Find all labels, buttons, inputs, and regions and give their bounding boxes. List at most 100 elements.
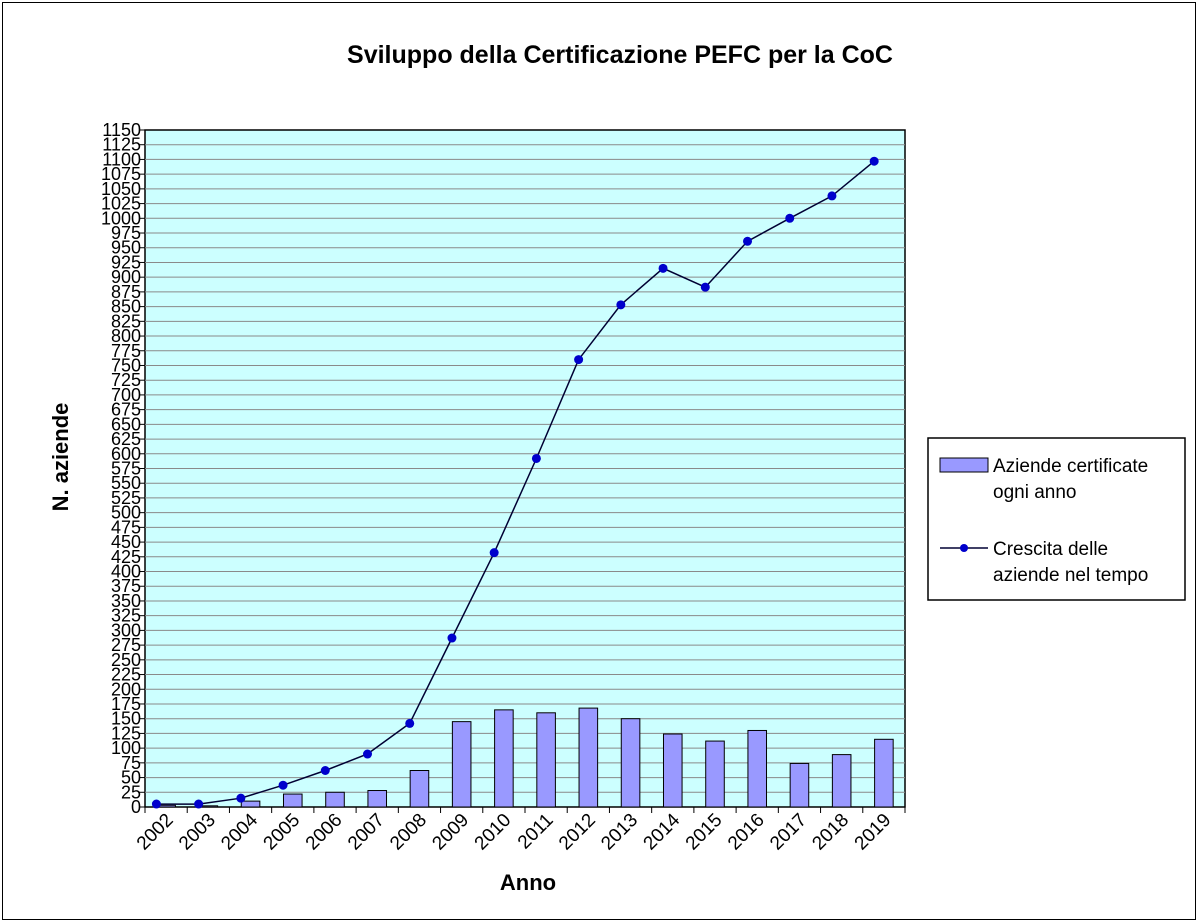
line-point xyxy=(785,213,795,223)
y-tick-label: 300 xyxy=(111,620,141,640)
y-axis-title: N. aziende xyxy=(48,403,73,512)
line-point xyxy=(616,300,626,310)
bar xyxy=(620,718,641,808)
line-point xyxy=(447,633,457,643)
y-tick-label: 650 xyxy=(111,414,141,434)
bar xyxy=(240,800,261,808)
y-tick-label: 325 xyxy=(111,606,141,626)
y-tick-label: 575 xyxy=(111,459,141,479)
y-tick-label: 100 xyxy=(111,738,141,758)
bar xyxy=(494,709,514,808)
y-tick-label: 275 xyxy=(111,635,141,655)
y-tick-label: 675 xyxy=(111,400,141,420)
bar xyxy=(536,712,556,808)
y-tick-label: 350 xyxy=(111,591,141,611)
x-tick-label: 2015 xyxy=(682,810,727,855)
y-tick-label: 50 xyxy=(121,768,141,788)
x-tick-label: 2013 xyxy=(597,810,642,855)
y-tick-label: 25 xyxy=(121,782,141,802)
line-point xyxy=(278,780,288,790)
x-tick-label: 2012 xyxy=(555,810,600,855)
line-point xyxy=(574,355,584,365)
y-tick-label: 600 xyxy=(111,444,141,464)
x-tick-label: 2009 xyxy=(428,810,473,855)
y-tick-label: 900 xyxy=(111,267,141,287)
y-axis-ticks: 0255075100125150175200225250275300325350… xyxy=(101,120,145,817)
y-tick-label: 1100 xyxy=(102,149,141,169)
x-tick-label: 2018 xyxy=(808,810,853,855)
legend: Aziende certificate ogni anno Crescita d… xyxy=(927,437,1186,601)
x-tick-label: 2014 xyxy=(640,809,685,854)
line-point xyxy=(827,191,837,201)
bar xyxy=(409,770,430,808)
y-tick-label: 1125 xyxy=(102,135,141,155)
y-tick-label: 225 xyxy=(111,665,141,685)
y-tick-label: 850 xyxy=(111,297,141,317)
bar xyxy=(451,721,472,808)
y-tick-label: 175 xyxy=(111,694,141,714)
growth-line xyxy=(156,160,875,805)
bar-series xyxy=(156,707,894,808)
y-tick-label: 700 xyxy=(111,385,141,405)
y-tick-label: 875 xyxy=(111,282,141,302)
y-tick-label: 750 xyxy=(111,355,141,375)
legend-line-marker xyxy=(960,544,968,552)
gridlines xyxy=(145,144,905,793)
y-tick-label: 525 xyxy=(111,488,141,508)
line-point xyxy=(489,548,499,558)
y-tick-label: 775 xyxy=(111,341,141,361)
bar xyxy=(831,754,852,808)
line-point xyxy=(236,793,246,803)
y-tick-label: 1025 xyxy=(101,194,141,214)
bar xyxy=(874,738,894,808)
line-point xyxy=(531,453,541,463)
line-point xyxy=(194,799,204,809)
y-tick-label: 200 xyxy=(111,679,141,699)
y-tick-label: 1050 xyxy=(101,179,141,199)
y-tick-label: 150 xyxy=(111,709,141,729)
x-tick-label: 2011 xyxy=(514,810,558,854)
line-point xyxy=(363,749,373,759)
x-tick-label: 2016 xyxy=(724,810,769,855)
y-tick-label: 375 xyxy=(111,576,141,596)
line-point xyxy=(320,766,330,776)
line-point xyxy=(869,156,879,166)
bar xyxy=(662,733,683,808)
line-point xyxy=(700,282,710,292)
legend-bar-swatch xyxy=(939,457,989,473)
y-tick-label: 500 xyxy=(111,503,141,523)
line-series xyxy=(151,156,879,809)
y-tick-label: 800 xyxy=(111,326,141,346)
y-tick-label: 400 xyxy=(111,562,141,582)
y-tick-label: 0 xyxy=(131,797,141,817)
y-tick-label: 550 xyxy=(111,473,141,493)
y-tick-label: 925 xyxy=(111,252,141,272)
line-point xyxy=(405,718,415,728)
y-tick-label: 450 xyxy=(111,532,141,552)
x-tick-label: 2006 xyxy=(302,810,347,855)
y-tick-label: 625 xyxy=(111,429,141,449)
bar xyxy=(367,790,388,808)
y-tick-label: 950 xyxy=(111,238,141,258)
y-tick-label: 250 xyxy=(111,650,141,670)
y-tick-label: 975 xyxy=(111,223,141,243)
legend-line-label-line1: Crescita delle xyxy=(993,539,1108,560)
x-tick-label: 2003 xyxy=(175,810,220,855)
y-tick-label: 425 xyxy=(111,547,141,567)
x-tick-label: 2008 xyxy=(386,810,431,855)
x-tick-label: 2004 xyxy=(217,809,262,854)
x-axis-title: Anno xyxy=(500,870,556,895)
bar xyxy=(705,740,725,808)
bar xyxy=(747,729,768,808)
line-point xyxy=(658,263,668,273)
y-tick-label: 1150 xyxy=(102,120,141,140)
bar xyxy=(789,762,810,808)
bar xyxy=(578,707,599,808)
y-tick-label: 725 xyxy=(111,370,141,390)
x-tick-label: 2007 xyxy=(344,810,389,855)
bar xyxy=(325,791,345,808)
y-tick-label: 75 xyxy=(121,753,141,773)
y-tick-label: 125 xyxy=(111,723,141,743)
line-point xyxy=(151,799,161,809)
